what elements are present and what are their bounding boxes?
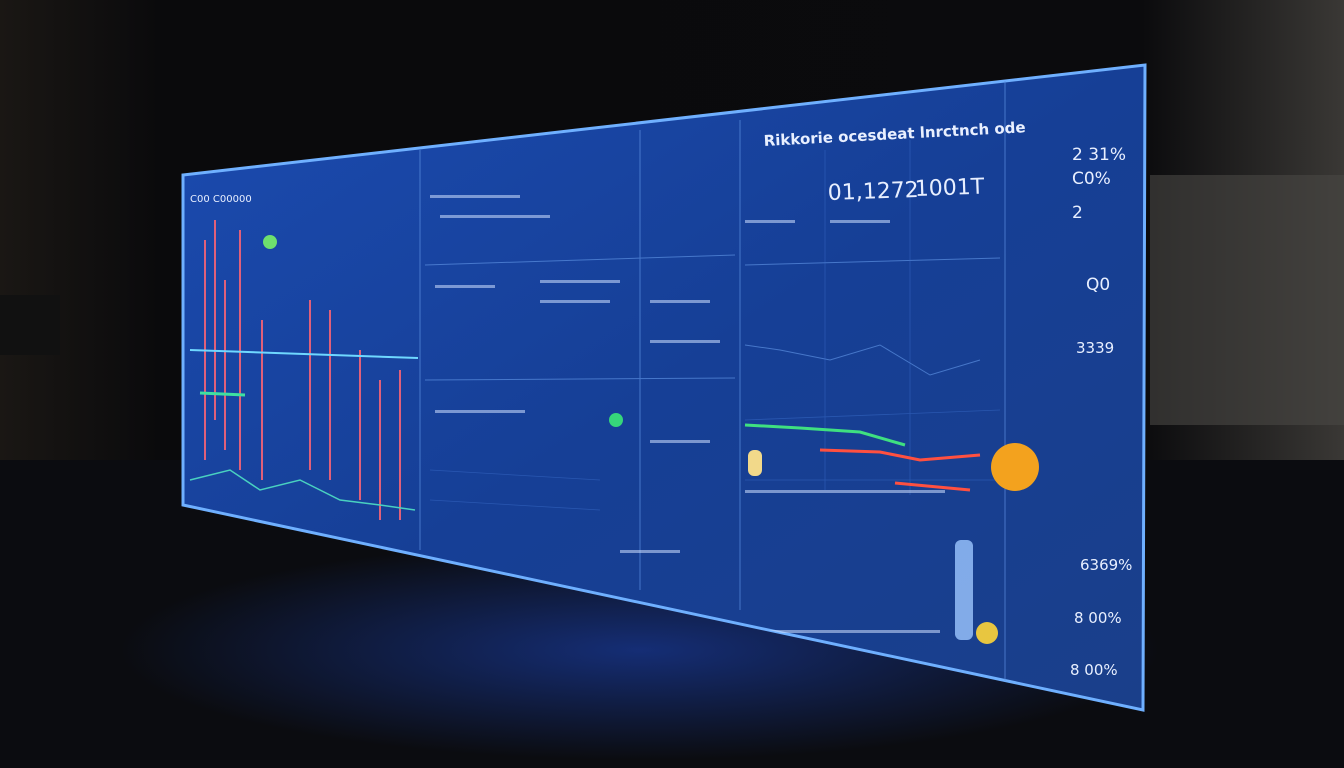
secondary-metric: 1001T bbox=[914, 175, 985, 202]
side-stat: 2 bbox=[1072, 203, 1083, 223]
monitor-silhouette bbox=[0, 295, 60, 355]
primary-metric: 01,1272 bbox=[827, 178, 919, 206]
sidebar-title: C00 C00000 bbox=[190, 194, 252, 205]
side-stat: 8 00% bbox=[1070, 661, 1118, 679]
screen-panel bbox=[181, 63, 1147, 712]
screen-content bbox=[189, 80, 1039, 690]
side-stat: 8 00% bbox=[1074, 609, 1122, 627]
side-stat: C0% bbox=[1072, 169, 1111, 189]
window-light bbox=[1150, 175, 1344, 425]
side-stat: 6369% bbox=[1080, 556, 1132, 574]
status-icon bbox=[991, 443, 1039, 491]
side-stat: 2 31% bbox=[1072, 145, 1126, 165]
side-stat: 3339 bbox=[1076, 339, 1114, 357]
side-stats: 2 31% C0% 2 Q0 3339 6369% 8 00% 8 00% bbox=[1070, 145, 1132, 679]
side-stat: Q0 bbox=[1086, 275, 1110, 295]
